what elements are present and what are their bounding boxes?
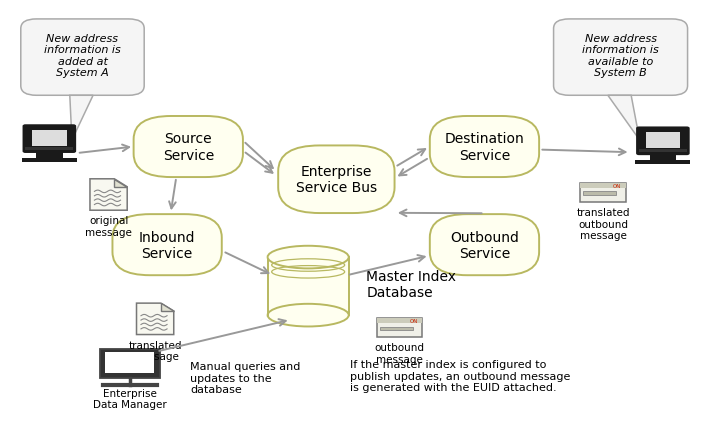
Polygon shape [137, 304, 173, 335]
Bar [36, 152, 62, 159]
Polygon shape [70, 96, 93, 141]
FancyBboxPatch shape [100, 350, 159, 378]
Text: Enterprise
Data Manager: Enterprise Data Manager [93, 388, 166, 409]
Bar [268, 258, 349, 315]
Bar [377, 318, 423, 324]
FancyBboxPatch shape [113, 215, 222, 276]
FancyBboxPatch shape [21, 20, 144, 96]
Bar [639, 149, 687, 152]
FancyBboxPatch shape [636, 127, 690, 156]
Ellipse shape [268, 246, 349, 269]
Bar [379, 327, 413, 331]
FancyBboxPatch shape [581, 184, 625, 202]
Polygon shape [114, 180, 127, 187]
Text: Outbound
Service: Outbound Service [450, 230, 519, 260]
Text: New address
information is
added at
System A: New address information is added at Syst… [44, 33, 121, 78]
Text: ON: ON [613, 184, 622, 188]
Ellipse shape [268, 304, 349, 327]
Text: translated
outbound
message: translated outbound message [576, 208, 629, 241]
Bar [650, 154, 676, 161]
Text: If the master index is configured to
publish updates, an outbound message
is gen: If the master index is configured to pub… [350, 359, 571, 392]
Text: Manual queries and
updates to the
database: Manual queries and updates to the databa… [190, 361, 301, 395]
FancyBboxPatch shape [554, 20, 687, 96]
Text: outbound
message: outbound message [375, 343, 425, 364]
FancyBboxPatch shape [278, 146, 394, 214]
FancyBboxPatch shape [23, 125, 76, 154]
Bar [22, 159, 77, 162]
Bar [635, 161, 690, 165]
Text: Master Index
Database: Master Index Database [366, 269, 457, 299]
Text: original
message: original message [85, 216, 132, 237]
Bar [583, 192, 617, 196]
Text: Source
Service: Source Service [163, 132, 214, 162]
Polygon shape [608, 96, 639, 141]
FancyBboxPatch shape [430, 215, 539, 276]
FancyBboxPatch shape [134, 117, 243, 178]
FancyBboxPatch shape [377, 318, 423, 337]
FancyBboxPatch shape [646, 133, 680, 148]
Text: Destination
Service: Destination Service [445, 132, 525, 162]
FancyBboxPatch shape [32, 131, 67, 146]
Polygon shape [90, 180, 127, 211]
Text: ON: ON [410, 318, 418, 323]
Bar [581, 184, 625, 189]
Text: Inbound
Service: Inbound Service [139, 230, 195, 260]
FancyBboxPatch shape [105, 353, 154, 373]
Text: translated
message: translated message [128, 340, 182, 361]
Polygon shape [161, 304, 173, 311]
Bar [25, 147, 74, 150]
Text: Enterprise
Service Bus: Enterprise Service Bus [296, 165, 377, 195]
FancyBboxPatch shape [430, 117, 539, 178]
Text: New address
information is
available to
System B: New address information is available to … [582, 33, 659, 78]
